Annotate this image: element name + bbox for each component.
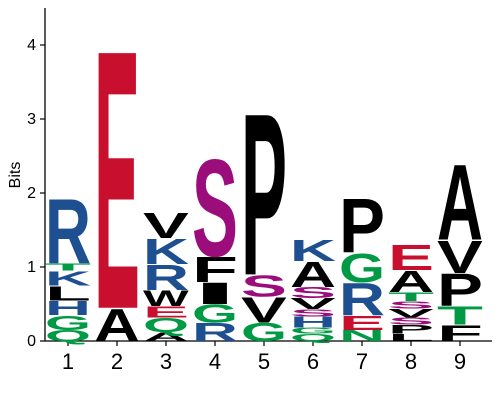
y-tick-label: 4 (27, 37, 36, 54)
x-tick-label: 1 (62, 349, 74, 374)
logo-letter-e: E (94, 0, 140, 387)
logo-letter-g: G (192, 299, 238, 328)
x-tick-label: 3 (160, 349, 172, 374)
logo-letter-v: V (290, 295, 336, 312)
logo-letter-l: L (388, 332, 434, 343)
y-tick-label: 2 (27, 185, 36, 202)
logo-letter-w: W (143, 286, 189, 311)
logo-letter-s: S (388, 316, 434, 327)
logo-letter-e: E (143, 303, 189, 320)
logo-letter-k: K (143, 231, 189, 271)
x-tick-label: 5 (258, 349, 270, 374)
logo-letter-s: S (192, 132, 238, 287)
logo-letter-q: Q (290, 332, 336, 343)
y-tick-label: 1 (27, 259, 36, 276)
logo-letter-r: R (339, 274, 385, 326)
logo-letter-k: K (45, 267, 91, 290)
y-ticks: 0 1 2 3 4 (27, 37, 45, 350)
logo-letter-t: T (45, 262, 91, 273)
logo-letter-p: P (437, 265, 483, 316)
x-tick-label: 6 (307, 349, 319, 374)
logo-letter-l: L (45, 282, 91, 305)
x-tick-label: 2 (111, 349, 123, 374)
logo-letter-i: I (192, 276, 238, 310)
logo-letter-n: N (339, 327, 385, 344)
x-tick-label: 7 (356, 349, 368, 374)
logo-letter-e: E (339, 311, 385, 334)
x-tick-label: 8 (405, 349, 417, 374)
logo-letter-k: K (290, 233, 336, 268)
logo-letter-a: A (94, 299, 140, 351)
logo-letter-s: S (290, 307, 336, 318)
logo-letter-h: H (45, 297, 91, 320)
y-tick-label: 3 (27, 111, 36, 128)
logo-letter-s: S (290, 284, 336, 301)
logo-letter-p: P (388, 323, 434, 337)
y-tick-label: 0 (27, 333, 36, 350)
x-tick-label: 4 (209, 349, 221, 374)
logo-letter-p: P (339, 184, 385, 269)
logo-letter-g: G (45, 312, 91, 335)
axes: Bits (7, 8, 492, 342)
logo-letter-q: Q (143, 314, 189, 337)
logo-letter-s: S (241, 269, 287, 303)
logo-letter-f: F (192, 249, 238, 289)
logo-letter-h: H (290, 314, 336, 331)
logo-letter-e: E (388, 237, 434, 278)
logo-letter-g: G (339, 245, 385, 291)
logo-letter-a: A (143, 330, 189, 344)
x-ticks: 1 2 3 4 5 6 7 8 9 (62, 341, 466, 374)
logo-letter-r: R (143, 257, 189, 297)
logo-letter-a: A (437, 142, 483, 263)
logo-letter-v: V (388, 306, 434, 320)
logo-letter-v: V (143, 205, 189, 246)
logo-letter-g: G (290, 326, 336, 335)
logo-letter-v: V (241, 290, 287, 331)
logo-letter-q: Q (45, 327, 91, 344)
logo-letter-f: F (437, 321, 483, 346)
logo-letter-t: T (437, 301, 483, 330)
logo-letter-p: P (241, 67, 287, 324)
logo-letter-a: A (388, 264, 434, 299)
logo-letter-r: R (45, 179, 91, 283)
logo-letter-g: G (241, 318, 287, 347)
logo-letter-s: S (388, 299, 434, 310)
logo-letter-a: A (290, 254, 336, 294)
logo-letter-v: V (437, 232, 483, 283)
x-tick-label: 9 (454, 349, 466, 374)
logo-letter-r: R (192, 318, 238, 347)
logo-letter-t: T (388, 290, 434, 304)
y-axis-label: Bits (7, 162, 24, 189)
